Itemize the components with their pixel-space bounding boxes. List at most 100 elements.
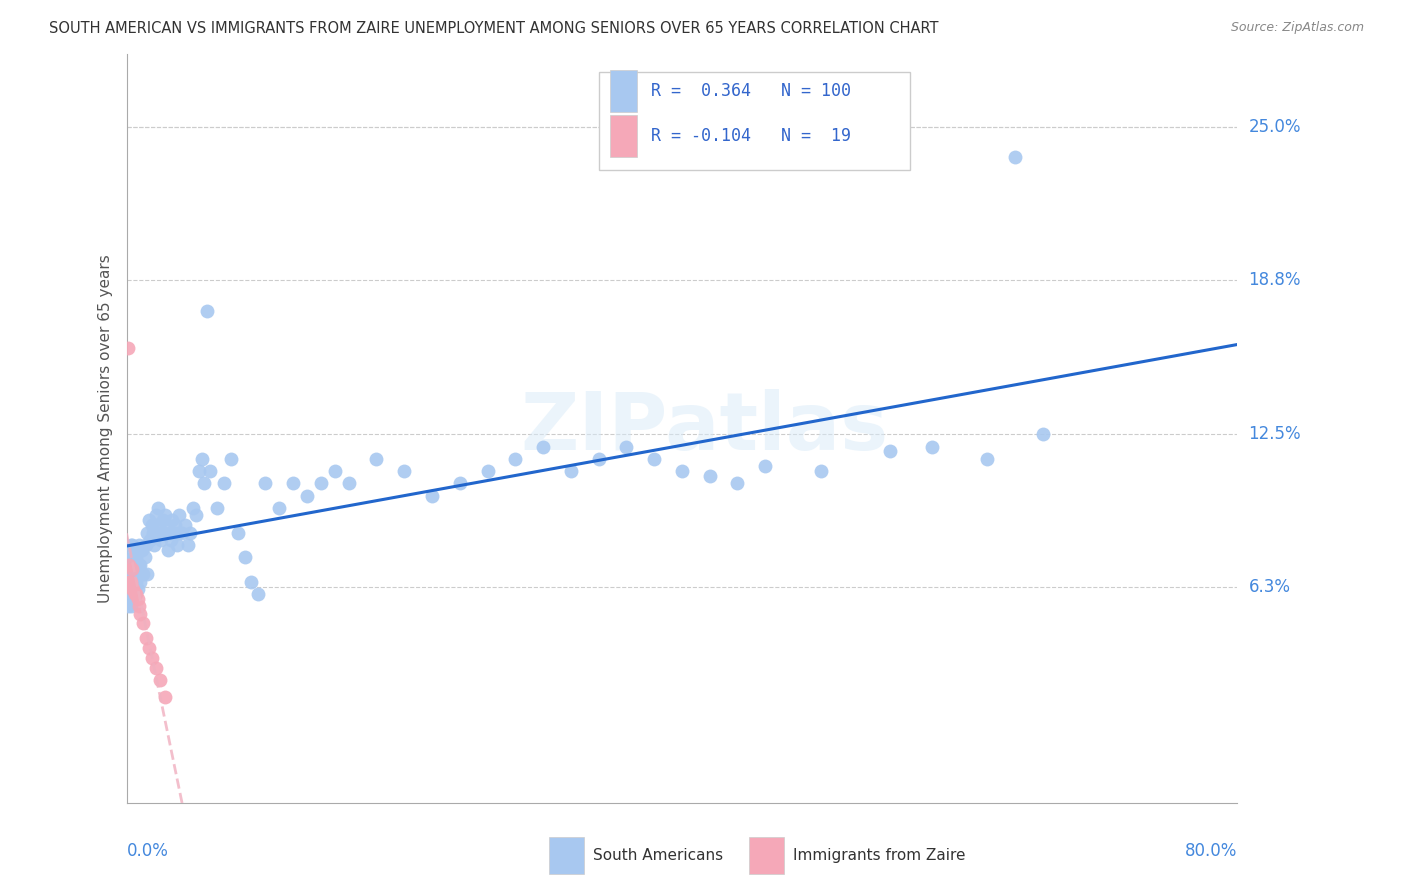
Text: 25.0%: 25.0% bbox=[1249, 119, 1301, 136]
Text: SOUTH AMERICAN VS IMMIGRANTS FROM ZAIRE UNEMPLOYMENT AMONG SENIORS OVER 65 YEARS: SOUTH AMERICAN VS IMMIGRANTS FROM ZAIRE … bbox=[49, 21, 939, 36]
Text: 18.8%: 18.8% bbox=[1249, 270, 1301, 288]
Point bbox=[156, 518, 179, 533]
Point bbox=[157, 542, 180, 557]
Point bbox=[531, 440, 554, 454]
FancyBboxPatch shape bbox=[599, 72, 910, 169]
Text: Source: ZipAtlas.com: Source: ZipAtlas.com bbox=[1230, 21, 1364, 34]
Point bbox=[118, 574, 141, 589]
Point bbox=[127, 591, 149, 606]
Text: 0.0%: 0.0% bbox=[127, 842, 169, 860]
Point bbox=[166, 538, 188, 552]
Point bbox=[614, 440, 637, 454]
Bar bbox=[748, 837, 785, 874]
Point bbox=[187, 464, 209, 478]
Point bbox=[118, 587, 141, 601]
Point bbox=[118, 562, 141, 576]
Point bbox=[727, 476, 749, 491]
Point bbox=[173, 518, 195, 533]
Text: ZIPatlas: ZIPatlas bbox=[520, 389, 889, 467]
Point bbox=[120, 574, 142, 589]
Point bbox=[132, 616, 155, 631]
Point bbox=[394, 464, 416, 478]
Point bbox=[155, 508, 177, 523]
Point bbox=[172, 525, 194, 540]
Point bbox=[141, 651, 163, 665]
Point bbox=[136, 525, 159, 540]
Point bbox=[120, 574, 142, 589]
Point bbox=[146, 518, 169, 533]
Point bbox=[643, 451, 665, 466]
Point bbox=[141, 518, 163, 533]
Point bbox=[152, 513, 174, 527]
Point bbox=[129, 558, 152, 572]
Point bbox=[132, 567, 155, 582]
Point bbox=[145, 661, 167, 675]
Point bbox=[122, 587, 145, 601]
Point bbox=[134, 550, 156, 565]
Point bbox=[117, 574, 139, 589]
Point bbox=[212, 476, 235, 491]
Point bbox=[122, 582, 145, 596]
Point bbox=[754, 459, 776, 474]
Text: 12.5%: 12.5% bbox=[1249, 425, 1301, 443]
Point bbox=[420, 489, 443, 503]
Point bbox=[135, 631, 157, 645]
Point bbox=[148, 501, 170, 516]
Bar bbox=[610, 115, 637, 157]
Point bbox=[181, 501, 204, 516]
Point bbox=[149, 525, 172, 540]
Point bbox=[588, 451, 610, 466]
Y-axis label: Unemployment Among Seniors over 65 years: Unemployment Among Seniors over 65 years bbox=[97, 254, 112, 602]
Text: Immigrants from Zaire: Immigrants from Zaire bbox=[793, 847, 966, 863]
Point bbox=[124, 587, 146, 601]
Point bbox=[120, 599, 142, 614]
Point bbox=[167, 525, 190, 540]
Point bbox=[122, 550, 145, 565]
Point bbox=[162, 513, 184, 527]
Point bbox=[125, 550, 148, 565]
Point bbox=[155, 690, 177, 705]
Text: 6.3%: 6.3% bbox=[1249, 578, 1291, 596]
Point bbox=[323, 464, 346, 478]
Point bbox=[190, 451, 212, 466]
Point bbox=[142, 525, 165, 540]
Point bbox=[247, 587, 270, 601]
Point bbox=[169, 508, 191, 523]
Point bbox=[125, 587, 148, 601]
Point bbox=[233, 550, 256, 565]
Point bbox=[165, 518, 187, 533]
Point bbox=[139, 533, 162, 547]
Point bbox=[143, 538, 166, 552]
Bar bbox=[610, 70, 637, 112]
Point bbox=[184, 508, 207, 523]
Point bbox=[145, 508, 167, 523]
Point bbox=[135, 538, 157, 552]
Point bbox=[121, 538, 143, 552]
Point bbox=[281, 476, 304, 491]
Point bbox=[129, 607, 152, 621]
Point bbox=[131, 542, 153, 557]
Text: R =  0.364   N = 100: R = 0.364 N = 100 bbox=[651, 82, 851, 100]
Point bbox=[1032, 427, 1054, 442]
Point bbox=[163, 525, 186, 540]
Point bbox=[337, 476, 360, 491]
Point bbox=[193, 476, 215, 491]
Point bbox=[120, 562, 142, 576]
Point bbox=[269, 501, 291, 516]
Point bbox=[150, 533, 173, 547]
Point bbox=[138, 513, 160, 527]
Point bbox=[118, 558, 141, 572]
Point bbox=[240, 574, 263, 589]
Point bbox=[226, 525, 249, 540]
Bar bbox=[548, 837, 583, 874]
Point bbox=[295, 489, 318, 503]
Point bbox=[205, 501, 228, 516]
Point bbox=[121, 582, 143, 596]
Text: South Americans: South Americans bbox=[593, 847, 723, 863]
Point bbox=[138, 640, 160, 655]
Point bbox=[117, 341, 139, 355]
Point bbox=[127, 567, 149, 582]
Point bbox=[128, 538, 150, 552]
Point bbox=[121, 587, 143, 601]
Point bbox=[122, 567, 145, 582]
